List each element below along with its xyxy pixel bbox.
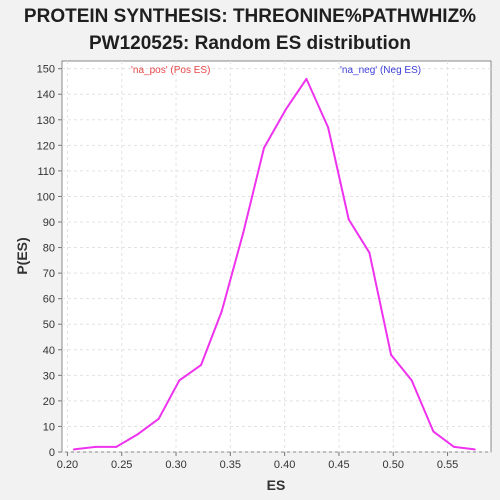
data-point xyxy=(473,448,476,451)
y-tick-label: 60 xyxy=(43,294,55,306)
data-point xyxy=(178,379,181,382)
y-tick-label: 140 xyxy=(37,89,55,101)
chart-title-line-2: PW120525: Random ES distribution xyxy=(89,33,411,54)
series-layer xyxy=(72,77,476,451)
x-axis-label: ES xyxy=(267,477,286,493)
data-point xyxy=(327,126,330,129)
data-point xyxy=(390,353,393,356)
data-point xyxy=(137,433,140,436)
es-distribution-line xyxy=(73,77,475,451)
data-point xyxy=(200,364,203,367)
y-tick-label: 40 xyxy=(43,345,55,357)
legend-pos-label: 'na_pos' (Pos ES) xyxy=(131,65,210,76)
data-point xyxy=(453,445,456,448)
y-tick-label: 50 xyxy=(43,319,55,331)
tick-layer: 0.20 0.25 0.30 0.35 0.40 0.45 0.50 0.55 0 10 20 30 4… xyxy=(37,64,459,471)
y-tick-label: 110 xyxy=(37,166,55,178)
legend-neg-label: 'na_neg' (Neg ES) xyxy=(340,65,421,76)
y-tick-label: 0 xyxy=(49,447,55,459)
data-point xyxy=(347,218,350,221)
y-tick-label: 70 xyxy=(43,268,55,280)
data-point xyxy=(220,310,223,313)
y-tick-label: 90 xyxy=(43,217,55,229)
y-axis-label: P(ES) xyxy=(14,237,30,274)
x-tick-label: 0.45 xyxy=(328,459,349,471)
x-tick-label: 0.55 xyxy=(437,459,458,471)
data-point xyxy=(284,108,287,111)
x-tick-label: 0.25 xyxy=(111,459,132,471)
y-tick-label: 10 xyxy=(43,421,55,433)
x-tick-label: 0.30 xyxy=(165,459,186,471)
x-tick-label: 0.50 xyxy=(383,459,404,471)
y-tick-label: 130 xyxy=(37,115,55,127)
plot-area xyxy=(61,60,492,453)
data-point xyxy=(410,379,413,382)
chart-title-line-1: PROTEIN SYNTHESIS: THREONINE%PATHWHIZ% xyxy=(24,6,476,27)
data-point xyxy=(368,251,371,254)
x-tick-label: 0.40 xyxy=(274,459,295,471)
y-tick-label: 30 xyxy=(43,370,55,382)
data-point xyxy=(94,445,97,448)
data-point xyxy=(242,231,245,234)
data-point xyxy=(72,448,75,451)
x-tick-label: 0.20 xyxy=(57,459,78,471)
data-point xyxy=(157,417,160,420)
y-tick-label: 80 xyxy=(43,243,55,255)
data-point xyxy=(263,146,266,149)
data-point xyxy=(432,430,435,433)
y-tick-label: 120 xyxy=(37,140,55,152)
y-tick-label: 100 xyxy=(37,191,55,203)
x-tick-label: 0.35 xyxy=(220,459,241,471)
y-tick-label: 20 xyxy=(43,396,55,408)
data-point xyxy=(115,445,118,448)
data-point xyxy=(305,77,308,80)
y-tick-label: 150 xyxy=(37,64,55,76)
